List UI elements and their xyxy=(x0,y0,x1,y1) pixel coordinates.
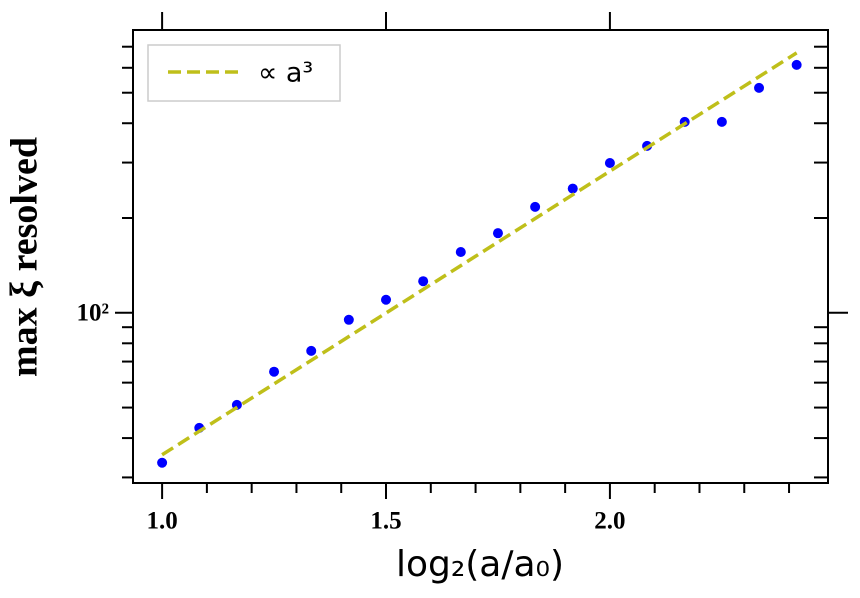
x-tick-label: 2.0 xyxy=(594,508,625,535)
data-point xyxy=(381,294,392,305)
data-point xyxy=(492,228,503,239)
data-point xyxy=(567,183,578,194)
data-point xyxy=(157,457,168,468)
plot-frame xyxy=(132,29,829,484)
data-point xyxy=(530,201,541,212)
data-point xyxy=(455,246,466,257)
x-axis-label: log₂(a/a₀) xyxy=(396,544,564,585)
data-point xyxy=(306,345,317,356)
data-point xyxy=(604,158,615,169)
data-point xyxy=(791,59,802,70)
y-axis-label: max ξ resolved xyxy=(4,137,46,377)
data-point xyxy=(716,116,727,127)
y-tick-label: 10² xyxy=(77,300,110,327)
fit-line xyxy=(161,51,798,457)
data-point xyxy=(343,314,354,325)
x-tick-label: 1.5 xyxy=(370,508,401,535)
data-point xyxy=(418,276,429,287)
x-tick-label: 1.0 xyxy=(146,508,177,535)
data-point xyxy=(269,366,280,377)
data-point xyxy=(754,82,765,93)
legend-label: ∝ a³ xyxy=(258,58,313,89)
